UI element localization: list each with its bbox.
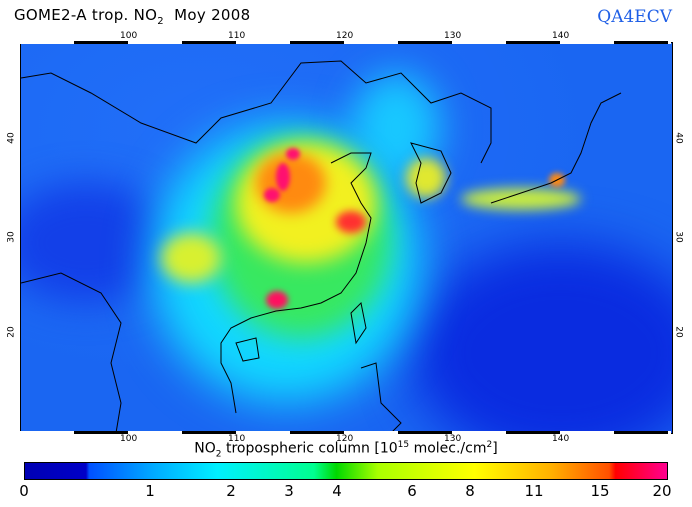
frame-border-top xyxy=(20,41,671,44)
lon-label-bottom: 140 xyxy=(552,434,570,444)
lat-label-left: 20 xyxy=(6,326,17,338)
lat-label-left: 30 xyxy=(6,231,17,243)
lon-label-top: 140 xyxy=(552,31,570,41)
lon-label-top: 130 xyxy=(444,31,462,41)
hotspot-hebei xyxy=(276,163,290,191)
lon-label-top: 110 xyxy=(228,31,246,41)
map-title: GOME2-A trop. NO2 Moy 2008 xyxy=(14,6,251,27)
lat-label-right: 20 xyxy=(673,326,684,338)
colorbar-tick-label: 1 xyxy=(145,482,155,500)
lon-label-bottom: 100 xyxy=(120,434,138,444)
hotspot-ncp xyxy=(256,153,326,213)
hotspot-prd xyxy=(266,291,288,309)
hotspot-beijing xyxy=(286,148,300,160)
ocean-low-region xyxy=(411,243,672,433)
lat-label-right: 40 xyxy=(673,132,684,144)
colorbar-tick-label: 4 xyxy=(332,482,342,500)
hotspot-henan xyxy=(264,188,280,202)
lon-label-bottom: 110 xyxy=(228,434,246,444)
lon-label-bottom: 120 xyxy=(336,434,354,444)
colorbar-tick-label: 15 xyxy=(590,482,610,500)
colorbar-tick-label: 8 xyxy=(465,482,475,500)
colorbar xyxy=(24,462,668,480)
colorbar-tick-label: 20 xyxy=(652,482,672,500)
colorbar-tick-label: 3 xyxy=(284,482,294,500)
lat-label-right: 30 xyxy=(673,231,684,243)
japan-band xyxy=(461,188,581,210)
seoul-yellow xyxy=(406,158,446,198)
frame-border-bottom xyxy=(20,431,671,434)
lon-label-bottom: 130 xyxy=(444,434,462,444)
colorbar-title: NO2 tropospheric column [1015 molec./cm2… xyxy=(194,440,498,460)
coastline-outline xyxy=(21,60,622,433)
colorbar-tick-label: 0 xyxy=(19,482,29,500)
sichuan-yellow xyxy=(161,233,221,283)
hotspot-shanghai xyxy=(336,211,366,233)
brand-logo: QA4ECV xyxy=(597,7,672,27)
colorbar-tick-label: 11 xyxy=(524,482,544,500)
lat-label-left: 40 xyxy=(6,132,17,144)
lon-label-top: 120 xyxy=(336,31,354,41)
tibet-low-region xyxy=(21,183,171,303)
no2-map xyxy=(20,42,673,434)
colorbar-tick-label: 2 xyxy=(226,482,236,500)
lon-label-top: 100 xyxy=(120,31,138,41)
colorbar-tick-label: 6 xyxy=(407,482,417,500)
